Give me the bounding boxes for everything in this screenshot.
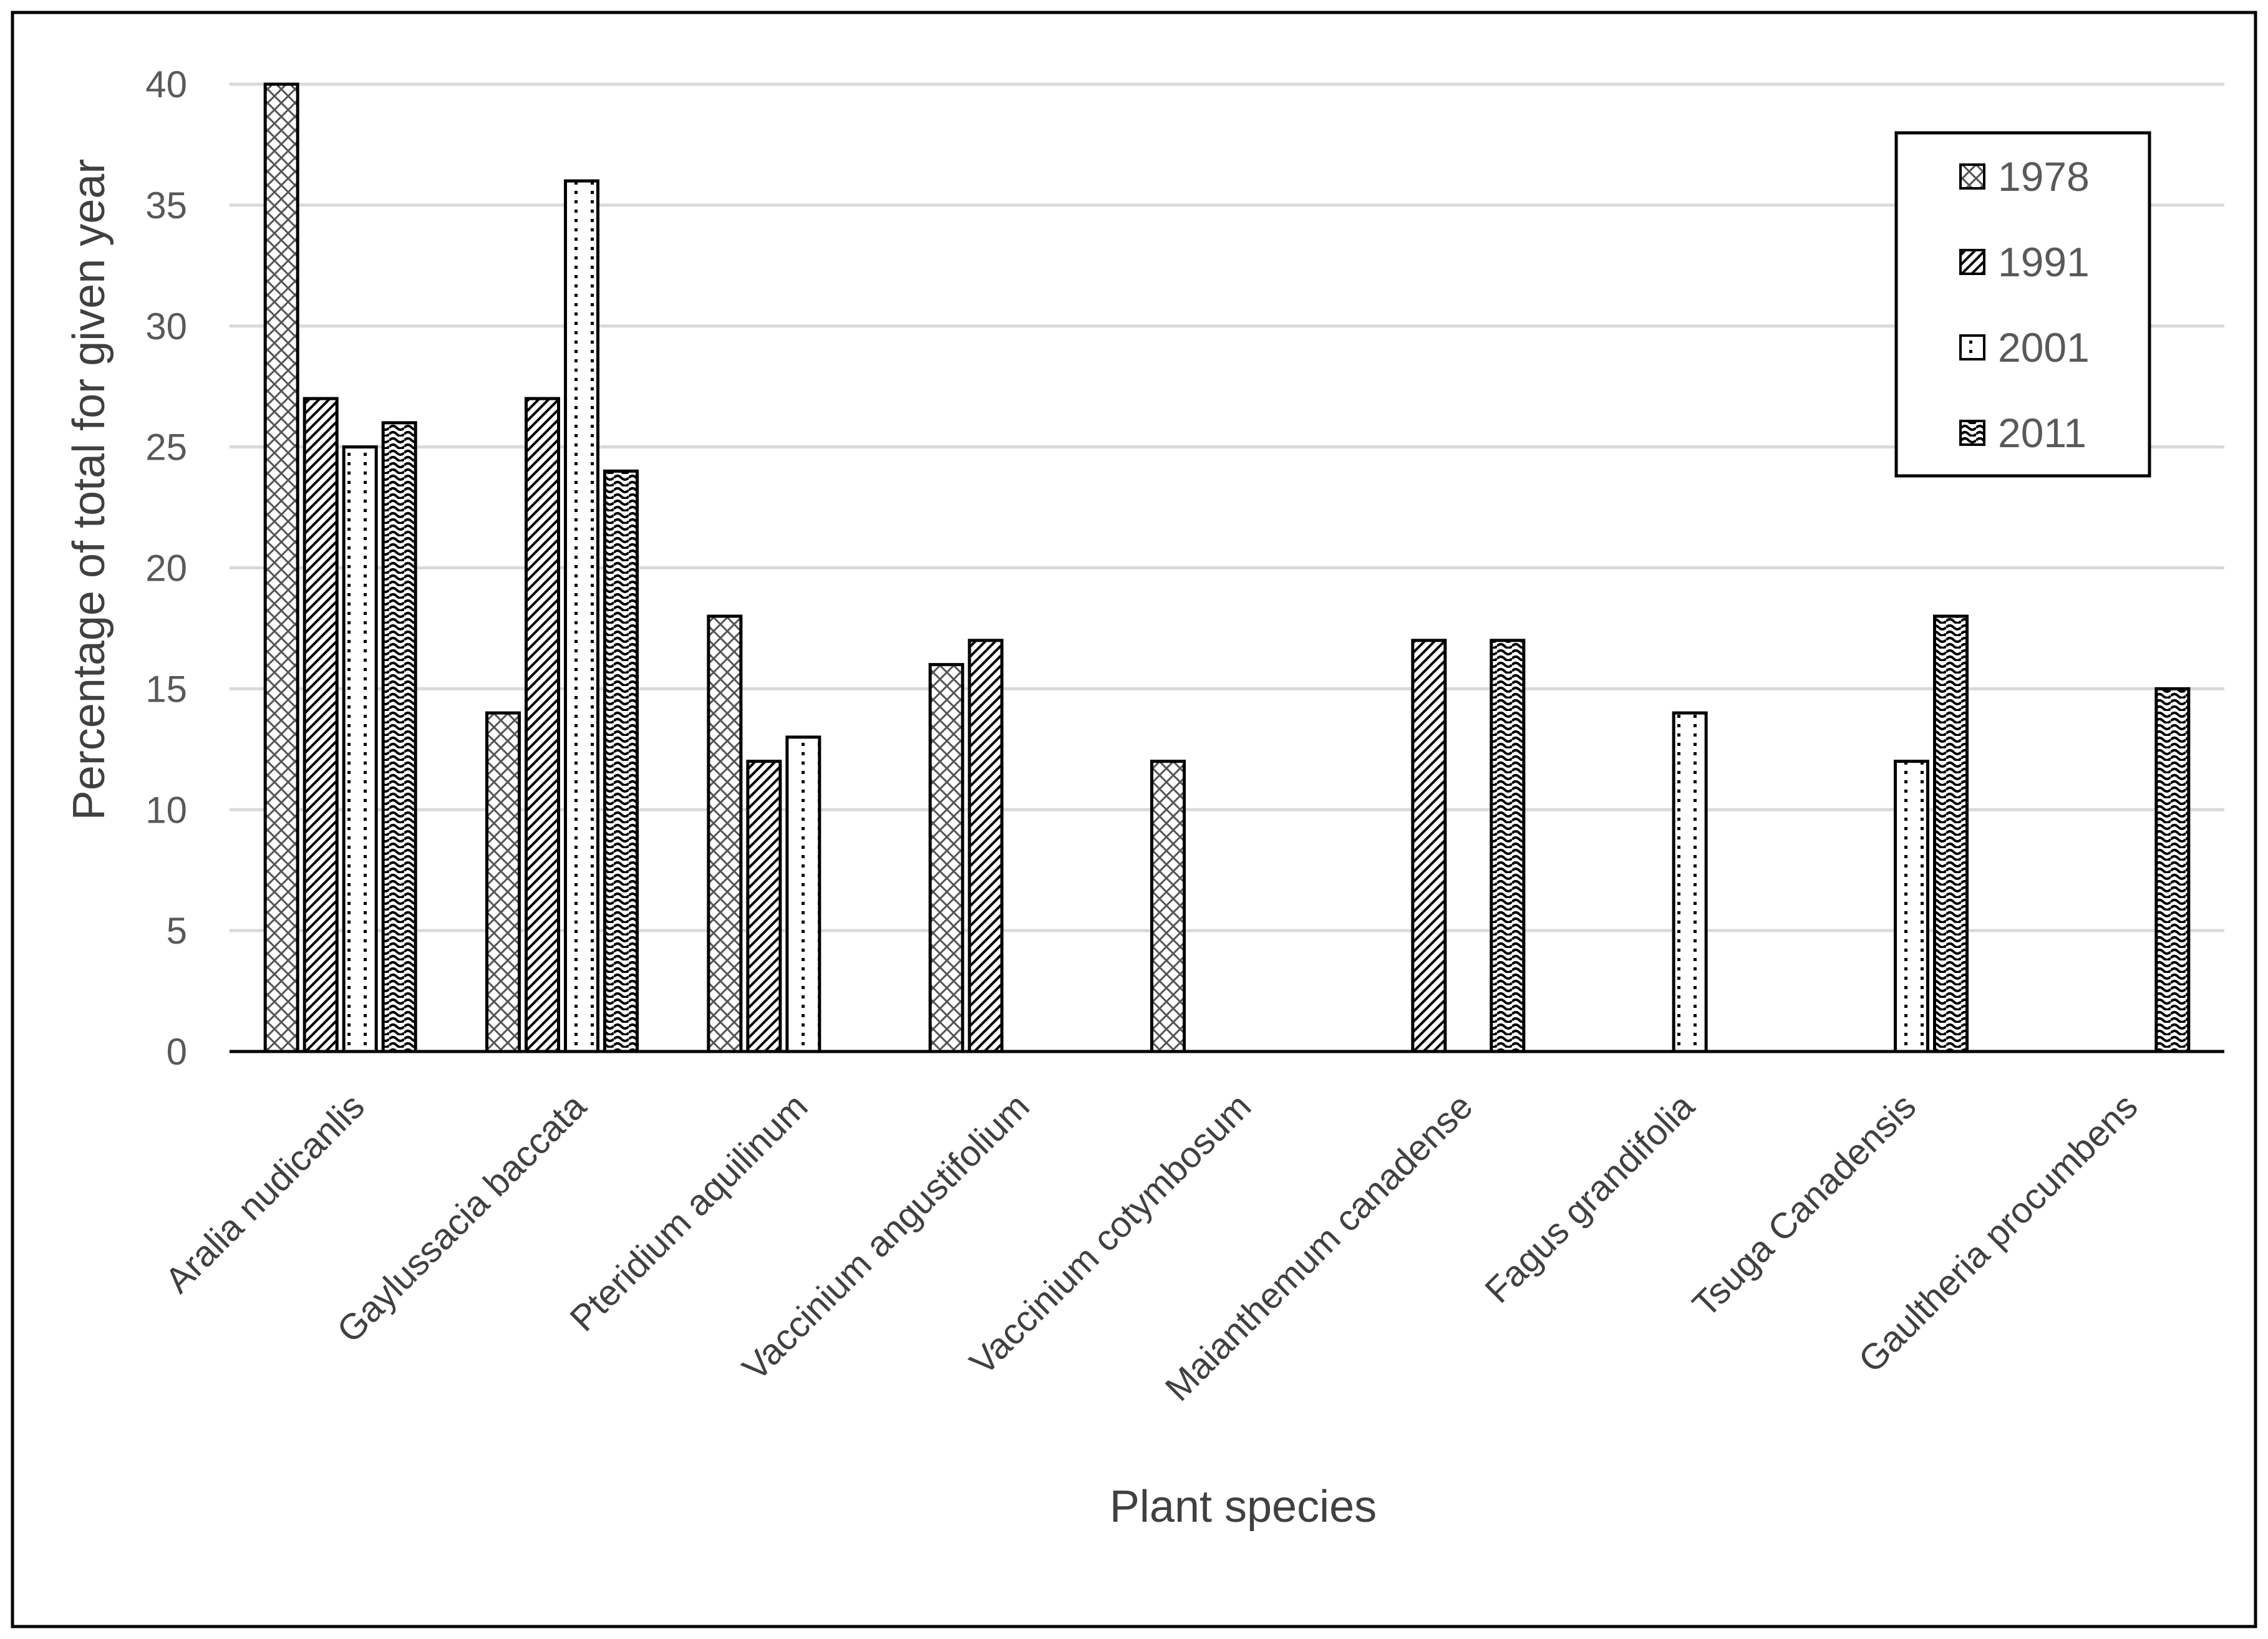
bar-1978-0 bbox=[263, 82, 299, 1053]
grid-lines bbox=[230, 82, 2224, 932]
y-tick-label: 25 bbox=[145, 427, 187, 468]
y-tick-label: 5 bbox=[167, 910, 187, 952]
bar-2001-1 bbox=[564, 179, 599, 1053]
bar-1991-2 bbox=[746, 760, 782, 1053]
bar-1991-1 bbox=[525, 397, 560, 1053]
y-tick-label: 0 bbox=[167, 1031, 187, 1073]
bar-2001-7 bbox=[1894, 760, 1929, 1053]
bar-2011-7 bbox=[1933, 614, 1969, 1053]
legend-swatch bbox=[1959, 163, 1985, 190]
bar-1978-1 bbox=[485, 711, 521, 1053]
legend-box bbox=[1894, 131, 2151, 478]
legend-swatch bbox=[1959, 249, 1985, 275]
legend-swatch bbox=[1959, 334, 1985, 360]
legend-label: 1978 bbox=[1998, 153, 2090, 200]
bar-1991-3 bbox=[967, 639, 1004, 1053]
y-tick-label: 30 bbox=[145, 306, 187, 347]
bar-1978-3 bbox=[928, 663, 964, 1053]
y-axis-ticks: 0 5 10 15 20 25 30 35 40 bbox=[145, 64, 187, 1073]
y-tick-label: 20 bbox=[145, 548, 187, 589]
bar-2001-2 bbox=[785, 735, 821, 1053]
y-tick-label: 40 bbox=[145, 64, 187, 105]
legend: 1978 1991 2001 2011 bbox=[1894, 131, 2151, 478]
bar-1991-0 bbox=[303, 397, 339, 1053]
y-tick-label: 10 bbox=[145, 789, 187, 831]
bars bbox=[263, 82, 2191, 1053]
x-axis-title: Plant species bbox=[1110, 1482, 1377, 1532]
y-tick-label: 35 bbox=[145, 185, 187, 226]
bar-2001-6 bbox=[1672, 711, 1708, 1053]
y-axis-title: Percentage of total for given year bbox=[64, 159, 114, 821]
legend-label: 2011 bbox=[1998, 410, 2086, 456]
bar-2011-0 bbox=[381, 421, 417, 1053]
legend-label: 1991 bbox=[1998, 239, 2090, 285]
bar-1991-5 bbox=[1411, 639, 1447, 1053]
bar-2001-0 bbox=[342, 445, 378, 1053]
bar-1978-4 bbox=[1150, 760, 1186, 1053]
y-tick-label: 15 bbox=[145, 668, 187, 710]
bar-1978-2 bbox=[707, 614, 743, 1053]
bar-2011-8 bbox=[2154, 687, 2191, 1053]
bar-2011-1 bbox=[603, 469, 639, 1053]
legend-label: 2001 bbox=[1998, 324, 2090, 370]
bar-2011-5 bbox=[1490, 639, 1526, 1053]
legend-swatch bbox=[1959, 420, 1985, 446]
